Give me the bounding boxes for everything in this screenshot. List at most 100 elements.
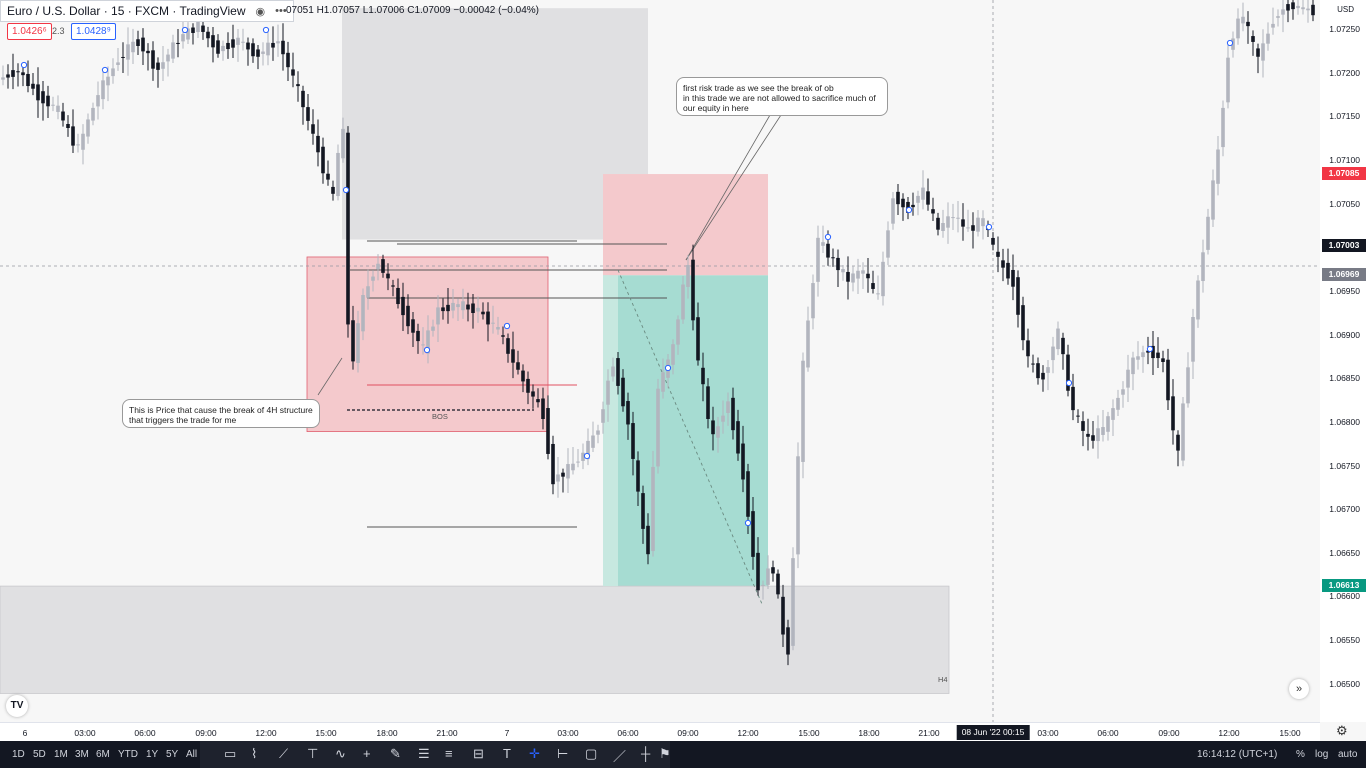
candle-body: [1166, 359, 1170, 401]
candle-body: [131, 41, 135, 53]
auto-toggle[interactable]: auto: [1338, 749, 1358, 760]
flag-icon[interactable]: ⚑: [659, 746, 671, 761]
candle-body: [901, 198, 905, 208]
time-tick-label: 12:00: [1218, 728, 1240, 738]
price-tick-label: 1.06600: [1329, 591, 1360, 602]
candle-body: [336, 152, 340, 197]
buy-quote-button[interactable]: 1.0428⁹: [71, 23, 116, 40]
eye-icon[interactable]: ◉: [255, 5, 266, 18]
range-1y-button[interactable]: 1Y: [146, 749, 159, 760]
candle-body: [556, 474, 560, 482]
measure-icon[interactable]: ⊢: [557, 746, 569, 761]
line-icon[interactable]: ⟋: [279, 746, 289, 761]
text-icon[interactable]: T: [503, 746, 511, 761]
candle-body: [331, 186, 335, 194]
candle-body: [356, 323, 360, 363]
candle-body: [286, 52, 290, 68]
candle-body: [386, 273, 390, 279]
cross-icon[interactable]: +: [363, 746, 371, 761]
range-6m-button[interactable]: 6M: [96, 749, 110, 760]
crosshair-icon[interactable]: ⊤: [307, 746, 319, 761]
candle-body: [751, 511, 755, 557]
candle-body: [421, 344, 425, 346]
percent-toggle[interactable]: %: [1296, 749, 1305, 760]
candle-body: [86, 119, 90, 137]
crosshair-time-label: 08 Jun '22 00:15: [956, 725, 1030, 740]
candle-body: [1276, 16, 1280, 18]
scroll-to-realtime-button[interactable]: »: [1289, 679, 1309, 699]
cursor-icon[interactable]: ✛: [529, 746, 540, 761]
price-tick-label: 1.06500: [1329, 678, 1360, 689]
candle-body: [401, 296, 405, 316]
candle-body: [176, 42, 180, 44]
candle-body: [1126, 369, 1130, 388]
candle-body: [461, 301, 465, 311]
candle-body: [1176, 434, 1180, 451]
candle-body: [536, 399, 540, 403]
ruler-icon[interactable]: ／: [613, 749, 627, 764]
candle-body: [366, 286, 370, 298]
range-ytd-button[interactable]: YTD: [118, 749, 138, 760]
fib-icon[interactable]: ≡: [445, 746, 453, 761]
candle-body: [1046, 367, 1050, 373]
candle-body: [736, 421, 740, 454]
candle-body: [1236, 18, 1240, 39]
candle-body: [841, 269, 845, 273]
price-tick-label: 1.07200: [1329, 67, 1360, 78]
candle-body: [241, 41, 245, 43]
range-all-button[interactable]: All: [186, 749, 198, 760]
candle-body: [671, 344, 675, 365]
brush-icon[interactable]: ✎: [390, 746, 401, 761]
pattern-icon[interactable]: ☰: [418, 746, 430, 761]
clock-label[interactable]: 16:14:12 (UTC+1): [1197, 749, 1278, 760]
more-icon[interactable]: •••: [275, 5, 287, 17]
range-5y-button[interactable]: 5Y: [166, 749, 179, 760]
currency-label[interactable]: USD: [1337, 5, 1354, 14]
settings-gear-icon[interactable]: ⚙: [1336, 723, 1348, 738]
event-marker: [181, 26, 189, 34]
path-icon[interactable]: ⌇: [251, 746, 258, 761]
trade-note[interactable]: first risk trade as we see the break of …: [676, 77, 888, 116]
marker-icon[interactable]: ┼: [641, 746, 651, 761]
range-1m-button[interactable]: 1M: [54, 749, 68, 760]
price-tick-label: 1.06650: [1329, 547, 1360, 558]
time-axis[interactable]: 08 Jun '22 00:15 6 03:00 06:00 09:00 12:00 15…: [0, 722, 1320, 742]
event-marker: [583, 452, 591, 460]
target-entry-strip: [603, 275, 618, 587]
candle-body: [591, 435, 595, 448]
candle-body: [61, 111, 65, 121]
candle-body: [36, 84, 40, 101]
curve-icon[interactable]: ∿: [335, 746, 346, 761]
zone-H4-demand: [0, 585, 950, 694]
candle-body: [761, 584, 765, 586]
candle-body: [351, 320, 355, 362]
comment-icon[interactable]: ▢: [585, 746, 598, 761]
range-1d-button[interactable]: 1D: [12, 749, 25, 760]
candle-body: [251, 43, 255, 57]
candle-body: [141, 37, 145, 52]
candle-body: [621, 377, 625, 407]
candle-body: [476, 307, 480, 312]
candle-body: [711, 420, 715, 435]
candle-body: [786, 627, 790, 655]
candle-body: [1091, 435, 1095, 441]
range-5d-button[interactable]: 5D: [33, 749, 46, 760]
tradingview-logo[interactable]: TV: [6, 695, 28, 717]
event-marker: [262, 26, 270, 34]
event-marker: [101, 66, 109, 74]
candle-body: [836, 257, 840, 271]
price-tick-label: 1.06950: [1329, 285, 1360, 296]
symbol-title[interactable]: Euro / U.S. Dollar · 15 · FXCM · Trading…: [7, 4, 246, 18]
candle-body: [121, 56, 125, 58]
rectangle-icon[interactable]: ▭: [224, 746, 237, 761]
sell-quote-button[interactable]: 1.0426⁶: [7, 23, 52, 40]
candle-body: [811, 283, 815, 319]
log-toggle[interactable]: log: [1315, 749, 1329, 760]
price-axis[interactable]: USD 1.07250 1.07200 1.07150 1.07100 1.07050 1…: [1320, 0, 1366, 722]
structure-note[interactable]: This is Price that cause the break of 4H…: [122, 399, 320, 428]
range-3m-button[interactable]: 3M: [75, 749, 89, 760]
position-icon[interactable]: ⊟: [473, 746, 484, 761]
symbol-header[interactable]: Euro / U.S. Dollar · 15 · FXCM · Trading…: [0, 0, 294, 22]
candle-body: [946, 216, 950, 228]
